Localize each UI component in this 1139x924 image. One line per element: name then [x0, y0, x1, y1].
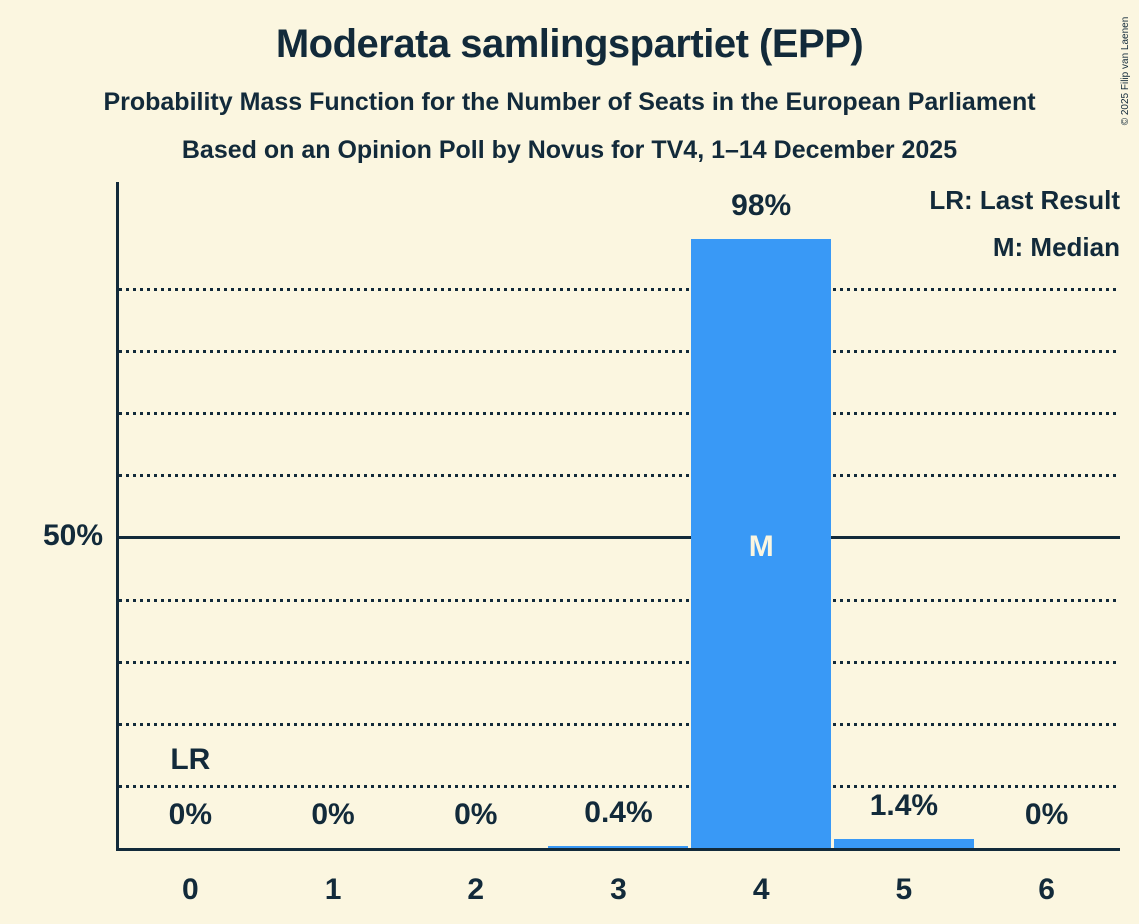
- x-tick-seat-3: 3: [610, 873, 627, 906]
- value-label-seat-2: 0%: [454, 798, 498, 831]
- gridline-40-percent: [119, 598, 1120, 602]
- x-axis-line: [116, 848, 1120, 851]
- value-label-seat-1: 0%: [311, 798, 355, 831]
- median-marker: M: [748, 530, 774, 563]
- bar-seat-4: [691, 239, 832, 848]
- value-label-seat-6: 0%: [1024, 798, 1069, 831]
- gridline-80-percent: [119, 350, 1120, 354]
- gridline-20-percent: [119, 722, 1120, 726]
- x-tick-seat-1: 1: [324, 873, 342, 906]
- value-label-seat-5: 1.4%: [869, 789, 939, 823]
- last-result-marker: LR: [170, 743, 211, 776]
- value-label-seat-0: 0%: [168, 798, 213, 831]
- gridline-10-percent: [119, 784, 1120, 788]
- y-axis-tick-50: 50%: [42, 519, 103, 552]
- bar-seat-5: [833, 839, 974, 848]
- x-tick-seat-5: 5: [895, 873, 913, 906]
- gridline-30-percent: [119, 660, 1120, 664]
- x-tick-seat-6: 6: [1038, 873, 1055, 906]
- value-label-seat-4: 98%: [731, 189, 792, 223]
- legend-median: M: Median: [992, 232, 1120, 262]
- copyright-notice: © 2025 Filip van Laenen: [1120, 16, 1131, 126]
- gridline-60-percent: [119, 474, 1120, 478]
- chart-source-line: Based on an Opinion Poll by Novus for TV…: [181, 136, 958, 164]
- y-axis-line: [116, 182, 119, 851]
- bar-seat-3: [548, 845, 689, 848]
- x-tick-seat-0: 0: [182, 873, 199, 906]
- gridline-90-percent: [119, 288, 1120, 292]
- value-label-seat-3: 0.4%: [584, 795, 653, 829]
- x-tick-seat-2: 2: [467, 873, 485, 906]
- page-title: Moderata samlingspartiet (EPP): [275, 22, 864, 66]
- gridline-50-percent-solid: [119, 536, 1120, 539]
- gridline-70-percent: [119, 412, 1120, 416]
- chart-subtitle: Probability Mass Function for the Number…: [103, 88, 1036, 116]
- legend-last-result: LR: Last Result: [929, 185, 1120, 215]
- x-tick-seat-4: 4: [752, 873, 770, 906]
